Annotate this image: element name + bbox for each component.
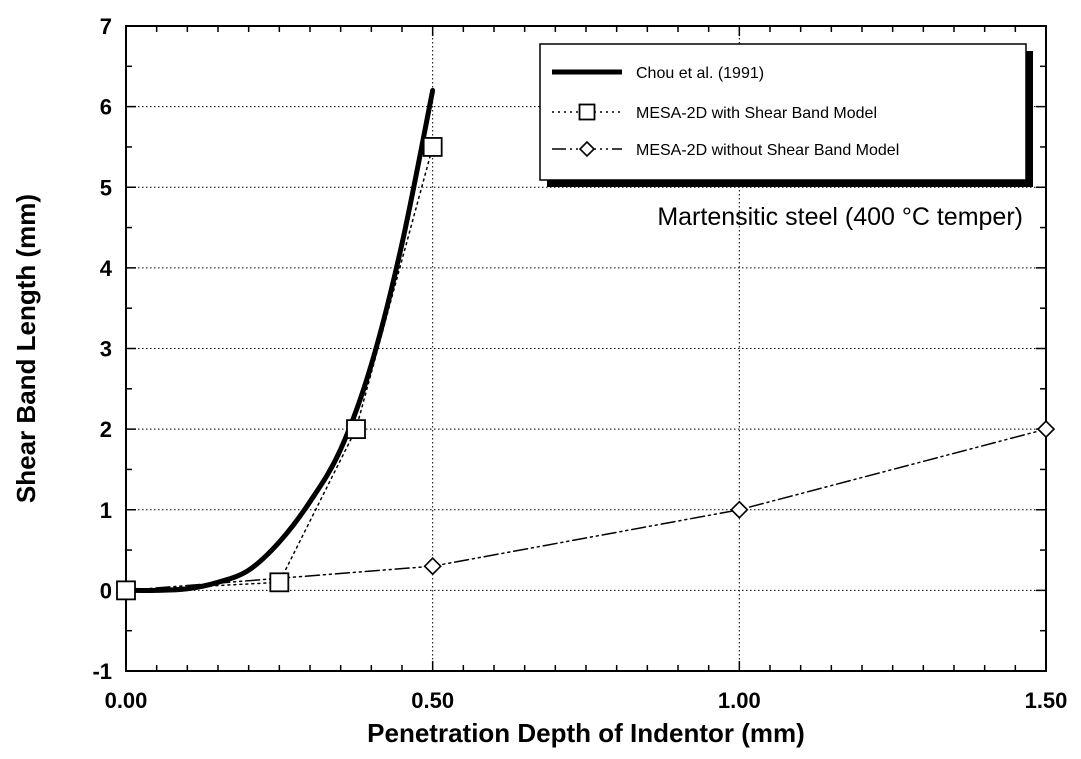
x-tick-label: 0.00: [105, 688, 148, 713]
series-layer: [116, 88, 1056, 601]
series-2: [116, 137, 443, 601]
legend: Chou et al. (1991) MESA-2D with Shear Ban…: [539, 43, 1033, 187]
y-axis-title: Shear Band Length (mm): [11, 194, 41, 503]
legend-label: MESA-2D with Shear Band Model: [636, 105, 877, 122]
y-tick-label: 6: [100, 95, 112, 120]
y-tick-label: 7: [100, 14, 112, 39]
y-tick-label: 4: [100, 256, 113, 281]
y-tick-label: 3: [100, 337, 112, 362]
x-tick-label: 1.50: [1025, 688, 1068, 713]
y-tick-label: 1: [100, 498, 112, 523]
legend-marker: [578, 103, 596, 121]
x-tick-label: 0.50: [411, 688, 454, 713]
plot-frame: [125, 25, 1047, 672]
data-point: [422, 137, 443, 157]
legend-marker: [578, 140, 596, 158]
y-tick-label: -1: [92, 659, 112, 684]
series-line: [125, 146, 434, 592]
legend-box: [539, 43, 1027, 181]
series-line: [123, 88, 436, 593]
data-point: [116, 580, 136, 601]
annotation-text: Martensitic steel (400 °C temper): [657, 203, 1023, 231]
y-tick-label: 0: [100, 578, 112, 603]
data-point: [1036, 419, 1056, 439]
data-point: [346, 419, 366, 440]
series-1: [123, 88, 436, 593]
legend-label: Chou et al. (1991): [636, 65, 764, 82]
data-point: [423, 557, 442, 576]
data-point: [269, 572, 290, 593]
data-point: [730, 500, 749, 519]
tick-labels: 0.00 0.50 1.00 1.50 -1 0 1 2 3 4 5 6 7: [92, 14, 1067, 713]
y-tick-label: 2: [100, 417, 112, 442]
legend-label: MESA-2D without Shear Band Model: [636, 142, 899, 159]
x-axis-title: Penetration Depth of Indentor (mm): [367, 718, 805, 748]
y-tick-label: 5: [100, 175, 112, 200]
x-tick-label: 1.00: [718, 688, 761, 713]
